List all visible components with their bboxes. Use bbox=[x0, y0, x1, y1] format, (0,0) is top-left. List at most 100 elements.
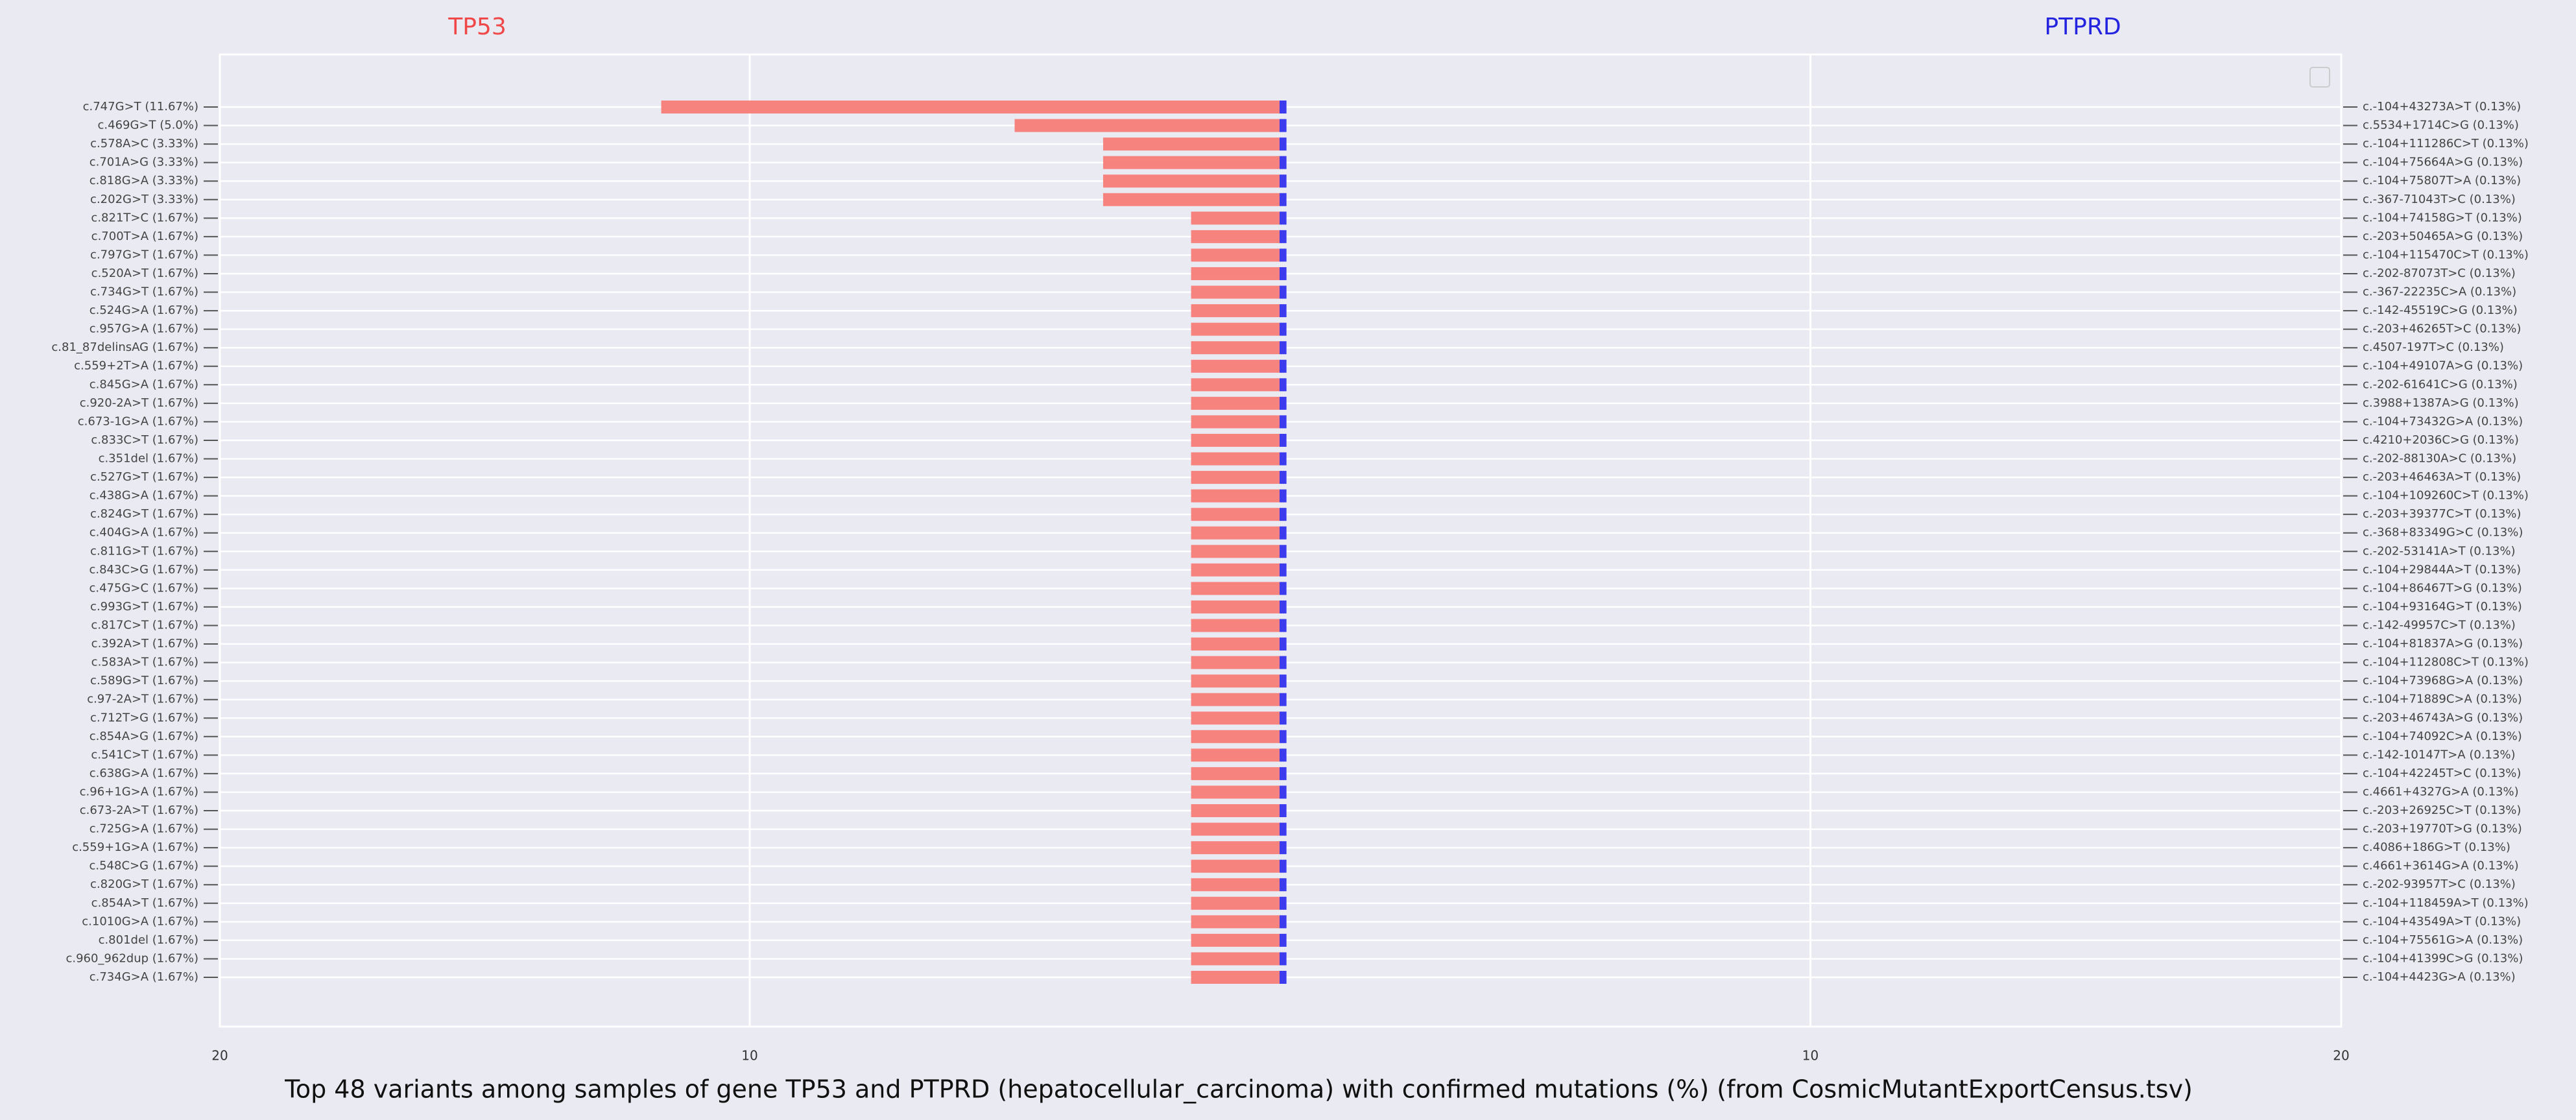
bar bbox=[1191, 859, 1280, 873]
y-tick-label: c.843C>G (1.67%) bbox=[89, 563, 198, 577]
y-tick-label: c.-203+50465A>G (0.13%) bbox=[2363, 230, 2523, 243]
bar bbox=[1280, 674, 1287, 688]
bar bbox=[1191, 637, 1280, 651]
y-tick-label: c.3988+1387A>G (0.13%) bbox=[2363, 396, 2519, 410]
y-tick-label: c.524G>A (1.67%) bbox=[89, 304, 198, 317]
y-tick-label: c.-104+73968G>A (0.13%) bbox=[2363, 674, 2523, 687]
y-tick-label: c.-202-53141A>T (0.13%) bbox=[2363, 544, 2516, 558]
bar bbox=[1280, 433, 1287, 447]
y-tick-label: c.475G>C (1.67%) bbox=[89, 581, 198, 595]
y-tick-label: c.960_962dup (1.67%) bbox=[66, 951, 198, 965]
y-tick-label: c.392A>T (1.67%) bbox=[91, 637, 198, 650]
y-tick-label: c.438G>A (1.67%) bbox=[89, 489, 198, 503]
bar bbox=[1280, 952, 1287, 966]
bar bbox=[1280, 637, 1287, 651]
bar bbox=[1280, 748, 1287, 762]
bar bbox=[1191, 656, 1280, 669]
y-tick-label: c.-367-22235C>A (0.13%) bbox=[2363, 285, 2516, 299]
y-tick-label: c.520A>T (1.67%) bbox=[91, 267, 198, 280]
bar bbox=[1191, 396, 1280, 410]
y-tick-label: c.701A>G (3.33%) bbox=[89, 156, 198, 169]
x-tick-label: 10 bbox=[1802, 1048, 1819, 1064]
y-tick-label: c.-203+46743A>G (0.13%) bbox=[2363, 711, 2523, 724]
y-tick-label: c.4086+186G>T (0.13%) bbox=[2363, 840, 2510, 854]
y-tick-label: c.4661+3614G>A (0.13%) bbox=[2363, 859, 2519, 873]
bar bbox=[661, 101, 1280, 113]
y-tick-label: c.-104+43273A>T (0.13%) bbox=[2363, 100, 2521, 113]
bar bbox=[1280, 563, 1287, 577]
y-tick-label: c.-104+73432G>A (0.13%) bbox=[2363, 414, 2523, 428]
bar bbox=[1280, 526, 1287, 540]
bar bbox=[1191, 767, 1280, 780]
bar bbox=[1280, 230, 1287, 243]
bar bbox=[1191, 433, 1280, 447]
bar bbox=[1103, 156, 1280, 169]
y-tick-label: c.824G>T (1.67%) bbox=[90, 507, 198, 521]
bar bbox=[1191, 971, 1280, 984]
y-tick-label: c.-104+74092C>A (0.13%) bbox=[2363, 730, 2522, 743]
y-tick-label: c.-104+109260C>T (0.13%) bbox=[2363, 489, 2529, 503]
bar bbox=[1280, 156, 1287, 169]
bar bbox=[1191, 878, 1280, 892]
y-tick-label: c.-104+75561G>A (0.13%) bbox=[2363, 933, 2523, 947]
bar bbox=[1191, 693, 1280, 706]
y-tick-label: c.589G>T (1.67%) bbox=[90, 674, 198, 687]
bar bbox=[1191, 841, 1280, 855]
bar bbox=[1280, 767, 1287, 780]
bar bbox=[1280, 600, 1287, 614]
bar bbox=[1280, 471, 1287, 484]
bar bbox=[1191, 452, 1280, 466]
bar bbox=[1280, 619, 1287, 632]
y-tick-label: c.-104+4423G>A (0.13%) bbox=[2363, 970, 2516, 984]
bar bbox=[1191, 711, 1280, 725]
y-tick-label: c.-104+115470C>T (0.13%) bbox=[2363, 248, 2529, 261]
bar bbox=[1191, 545, 1280, 558]
bar bbox=[1280, 341, 1287, 355]
y-tick-label: c.4661+4327G>A (0.13%) bbox=[2363, 785, 2519, 798]
y-tick-label: c.351del (1.67%) bbox=[99, 452, 198, 466]
bar bbox=[1280, 896, 1287, 910]
bar bbox=[1191, 341, 1280, 355]
bar bbox=[1191, 933, 1280, 947]
y-tick-label: c.548C>G (1.67%) bbox=[89, 859, 198, 873]
y-tick-label: c.673-2A>T (1.67%) bbox=[80, 804, 198, 817]
y-tick-label: c.96+1G>A (1.67%) bbox=[80, 785, 198, 798]
y-tick-label: c.4507-197T>C (0.13%) bbox=[2363, 340, 2504, 354]
y-tick-label: c.-367-71043T>C (0.13%) bbox=[2363, 193, 2516, 206]
y-tick-label: c.-104+111286C>T (0.13%) bbox=[2363, 137, 2529, 150]
bar bbox=[1280, 119, 1287, 132]
bar bbox=[1191, 915, 1280, 929]
bar bbox=[1280, 378, 1287, 392]
y-tick-label: c.920-2A>T (1.67%) bbox=[80, 396, 198, 410]
bar bbox=[1191, 952, 1280, 966]
bar bbox=[1191, 508, 1280, 521]
y-tick-label: c.993G>T (1.67%) bbox=[90, 600, 198, 614]
y-tick-label: c.-142-49957C>T (0.13%) bbox=[2363, 618, 2516, 632]
bar bbox=[1191, 248, 1280, 262]
panel-title: PTPRD bbox=[2044, 14, 2121, 40]
x-tick-label: 20 bbox=[2333, 1048, 2349, 1064]
y-tick-label: c.-368+83349G>C (0.13%) bbox=[2363, 526, 2523, 540]
y-tick-label: c.700T>A (1.67%) bbox=[91, 230, 198, 243]
y-tick-label: c.559+1G>A (1.67%) bbox=[72, 840, 198, 854]
bar bbox=[1191, 896, 1280, 910]
bar bbox=[1191, 322, 1280, 336]
bar bbox=[1280, 804, 1287, 818]
y-tick-label: c.-203+39377C>T (0.13%) bbox=[2363, 507, 2521, 521]
bar bbox=[1280, 545, 1287, 558]
bar bbox=[1280, 693, 1287, 706]
y-tick-label: c.811G>T (1.67%) bbox=[90, 544, 198, 558]
bar bbox=[1103, 193, 1280, 206]
bar bbox=[1280, 730, 1287, 743]
bar bbox=[1191, 378, 1280, 392]
bar bbox=[1280, 508, 1287, 521]
y-tick-label: c.-104+75664A>G (0.13%) bbox=[2363, 156, 2523, 169]
y-tick-label: c.-202-88130A>C (0.13%) bbox=[2363, 452, 2516, 466]
y-tick-label: c.559+2T>A (1.67%) bbox=[74, 359, 198, 373]
y-tick-label: c.-104+41399C>G (0.13%) bbox=[2363, 951, 2523, 965]
y-tick-label: c.821T>C (1.67%) bbox=[91, 211, 198, 224]
bar bbox=[1280, 137, 1287, 151]
bar bbox=[1280, 933, 1287, 947]
y-tick-label: c.-142-45519C>G (0.13%) bbox=[2363, 304, 2518, 317]
bar bbox=[1280, 656, 1287, 669]
